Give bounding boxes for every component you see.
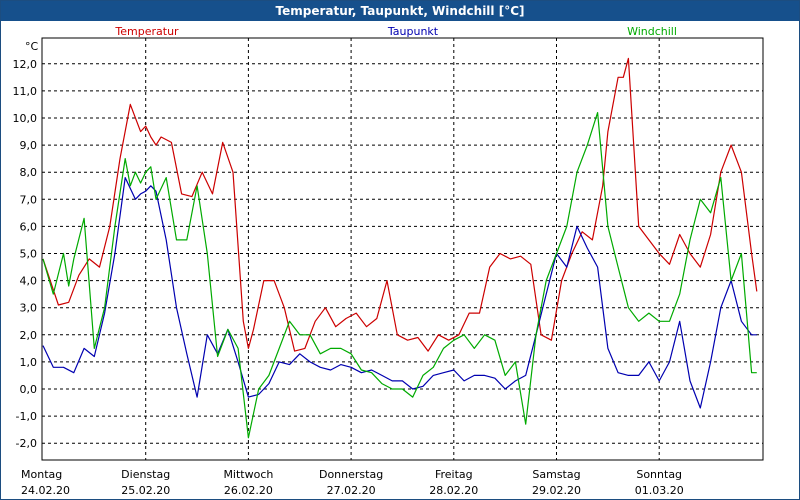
grid [42,38,763,460]
y-axis-unit: °C [25,40,39,53]
x-tick-day: Dienstag [121,468,170,481]
x-tick-date: 26.02.20 [224,484,273,497]
y-tick-label: 4,0 [20,275,38,288]
y-tick-label: 0,0 [20,383,38,396]
y-tick-label: 6,0 [20,220,38,233]
legend: Temperatur Taupunkt Windchill [114,25,677,38]
legend-temperatur: Temperatur [114,25,179,38]
x-tick-date: 24.02.20 [21,484,70,497]
chart-title: Temperatur, Taupunkt, Windchill [°C] [1,1,799,21]
x-tick-day: Mittwoch [223,468,273,481]
x-tick-day: Freitag [435,468,473,481]
x-tick-date: 28.02.20 [429,484,478,497]
y-tick-label: 12,0 [13,58,38,71]
x-tick-date: 29.02.20 [532,484,581,497]
series-line-temperatur [42,57,758,352]
y-tick-label: 10,0 [13,112,38,125]
x-tick-day: Sonntag [636,468,682,481]
x-tick-day: Donnerstag [319,468,383,481]
y-tick-label: 9,0 [20,139,38,152]
y-tick-label: 5,0 [20,248,38,261]
series-line-windchill [42,111,757,439]
series-line-taupunkt [42,177,757,409]
y-tick-label: 2,0 [20,329,38,342]
y-ticks: 12,0 11,0 10,0 9,0 8,0 7,0 6,0 5,0 4,0 3,0 2,0 1,0 0… [13,58,38,450]
y-tick-label: -1,0 [16,410,37,423]
plot-area [41,37,764,461]
y-tick-label: 11,0 [13,85,38,98]
x-ticks: Montag 24.02.20 Dienstag 25.02.20 Mittwoch 26… [21,468,684,497]
x-tick-date: 25.02.20 [121,484,170,497]
x-tick-day: Montag [21,468,62,481]
legend-taupunkt: Taupunkt [387,25,439,38]
y-tick-label: -2,0 [16,437,37,450]
series-lines [42,57,758,439]
x-tick-date: 27.02.20 [327,484,376,497]
y-tick-label: 8,0 [20,166,38,179]
x-tick-date: 01.03.20 [635,484,684,497]
y-tick-label: 3,0 [20,302,38,315]
y-tick-label: 1,0 [20,356,38,369]
y-tick-label: 7,0 [20,193,38,206]
x-tick-day: Samstag [532,468,580,481]
legend-windchill: Windchill [627,25,677,38]
